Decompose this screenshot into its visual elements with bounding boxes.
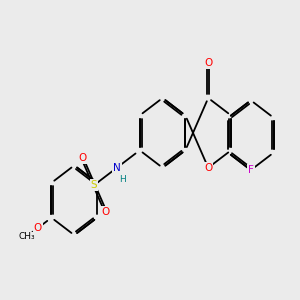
Text: O: O bbox=[204, 163, 212, 173]
Text: CH₃: CH₃ bbox=[18, 232, 34, 242]
Text: O: O bbox=[102, 207, 110, 217]
Text: O: O bbox=[78, 153, 86, 163]
Text: O: O bbox=[22, 232, 31, 242]
Text: S: S bbox=[91, 180, 98, 190]
Text: H: H bbox=[119, 175, 125, 184]
Text: F: F bbox=[248, 165, 254, 175]
Text: O: O bbox=[34, 223, 42, 233]
Text: O: O bbox=[204, 58, 212, 68]
Text: N: N bbox=[113, 163, 121, 173]
